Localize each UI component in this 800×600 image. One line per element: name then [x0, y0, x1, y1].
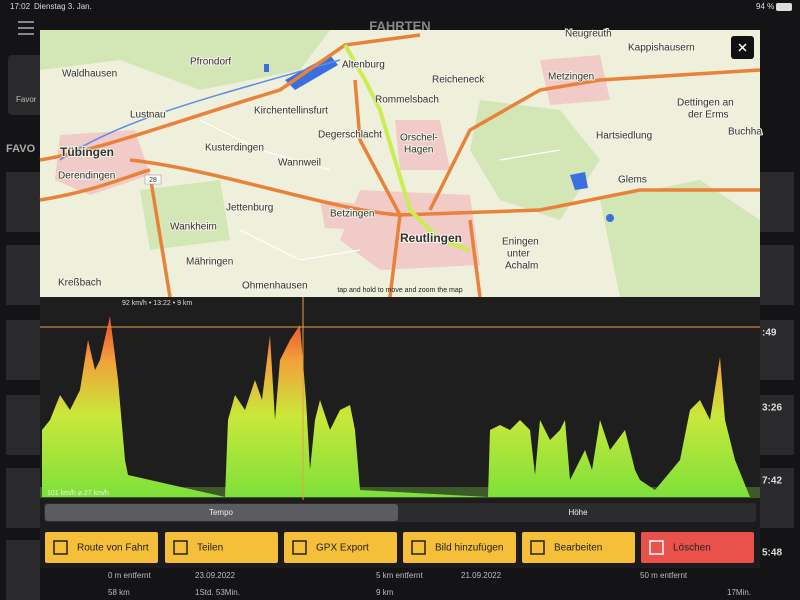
- speed-stats: 101 km/h ⌀ 27 km/h: [47, 490, 109, 497]
- place: Glems: [618, 175, 647, 186]
- menu-icon[interactable]: [18, 21, 34, 35]
- tab[interactable]: Tempo: [209, 508, 234, 517]
- place: Rommelsbach: [375, 95, 439, 106]
- list-time: 5:48: [762, 548, 782, 559]
- list-distance: 0 m entfernt: [108, 571, 151, 580]
- list-date: 23.09.2022: [195, 571, 236, 580]
- action-button[interactable]: [403, 532, 516, 563]
- place: Derendingen: [58, 171, 115, 182]
- place: Reicheneck: [432, 75, 485, 86]
- speed-profile: [42, 316, 750, 497]
- ride-track: [343, 44, 471, 252]
- place: Hartsiedlung: [596, 131, 652, 142]
- header-title: FAHRTEN: [369, 18, 430, 33]
- place: unter: [507, 249, 530, 260]
- list-time: 7:42: [762, 476, 782, 487]
- list-date: 21.09.2022: [461, 571, 502, 580]
- place: Pfrondorf: [190, 57, 231, 68]
- close-icon: [738, 43, 747, 52]
- action-label: Route von Fahrt: [77, 543, 149, 554]
- place: Neugreuth: [565, 29, 612, 40]
- action-icon: [292, 540, 307, 555]
- list-distance: 50 m entfernt: [640, 571, 688, 580]
- place: Reutlingen: [400, 231, 462, 245]
- section-label: FAVO: [6, 143, 36, 155]
- action-label: Löschen: [673, 543, 711, 554]
- place: Ohmenhausen: [242, 281, 308, 292]
- place: Lustnau: [130, 110, 166, 121]
- place: der Erms: [688, 110, 729, 121]
- map-hint: tap and hold to move and zoom the map: [337, 287, 462, 294]
- place-labels: Neugreuth Kappishausern Waldhausen Pfron…: [57, 28, 763, 293]
- place: Wankheim: [170, 222, 217, 233]
- battery: 94 %: [756, 2, 774, 11]
- action-button[interactable]: [45, 532, 158, 563]
- place: Wannweil: [278, 158, 321, 169]
- place: Buchha: [728, 127, 762, 138]
- place: Degerschlacht: [318, 130, 382, 141]
- action-button[interactable]: [641, 532, 754, 563]
- action-icon: [649, 540, 664, 555]
- favorites-tile[interactable]: [8, 55, 46, 115]
- favorites-label: Favor: [16, 95, 37, 104]
- action-button[interactable]: [284, 532, 397, 563]
- action-label: Bearbeiten: [554, 543, 602, 554]
- tab-selected[interactable]: [45, 504, 398, 521]
- place: Kreßbach: [58, 278, 101, 289]
- action-label: GPX Export: [316, 543, 369, 554]
- time: 17:02: [10, 2, 31, 11]
- place: Achalm: [505, 261, 538, 272]
- place: Orschel-: [400, 133, 438, 144]
- action-button[interactable]: [165, 532, 278, 563]
- place: Kusterdingen: [205, 143, 264, 154]
- place: Kirchentellinsfurt: [254, 106, 328, 117]
- action-label: Teilen: [197, 543, 223, 554]
- battery-icon: [776, 3, 792, 11]
- place: Dettingen an: [677, 98, 734, 109]
- map[interactable]: 28 Neugreuth Kappishausern Waldhausen Pf…: [39, 28, 763, 298]
- list-duration: 1Std. 53Min.: [195, 588, 240, 597]
- place: Eningen: [502, 237, 539, 248]
- place: Betzingen: [330, 209, 374, 220]
- action-label: Bild hinzufügen: [435, 543, 503, 554]
- place: Altenburg: [342, 60, 385, 71]
- list-time: 3:26: [762, 403, 782, 414]
- action-icon: [53, 540, 68, 555]
- speed-chart: [40, 297, 760, 500]
- action-icon: [411, 540, 426, 555]
- place: Waldhausen: [62, 69, 117, 80]
- action-icon: [530, 540, 545, 555]
- date: Dienstag 3. Jan.: [34, 2, 92, 11]
- list-distance: 5 km entfernt: [376, 571, 423, 580]
- list-time: :49: [762, 328, 777, 339]
- place: Kappishausern: [628, 43, 695, 54]
- action-icon: [173, 540, 188, 555]
- list-length: 9 km: [376, 588, 394, 597]
- place: Metzingen: [548, 72, 594, 83]
- place: Hagen: [404, 145, 433, 156]
- cursor-label: 92 km/h • 13:22 • 9 km: [122, 300, 192, 307]
- action-button[interactable]: [522, 532, 635, 563]
- place: Tübingen: [60, 145, 114, 159]
- place: Mähringen: [186, 257, 233, 268]
- tab[interactable]: Höhe: [568, 508, 588, 517]
- place: Jettenburg: [226, 203, 273, 214]
- road-label: 28: [149, 177, 157, 184]
- list-thumbs: [6, 172, 794, 600]
- list-length: 58 km: [108, 588, 130, 597]
- list-duration: 17Min.: [727, 588, 751, 597]
